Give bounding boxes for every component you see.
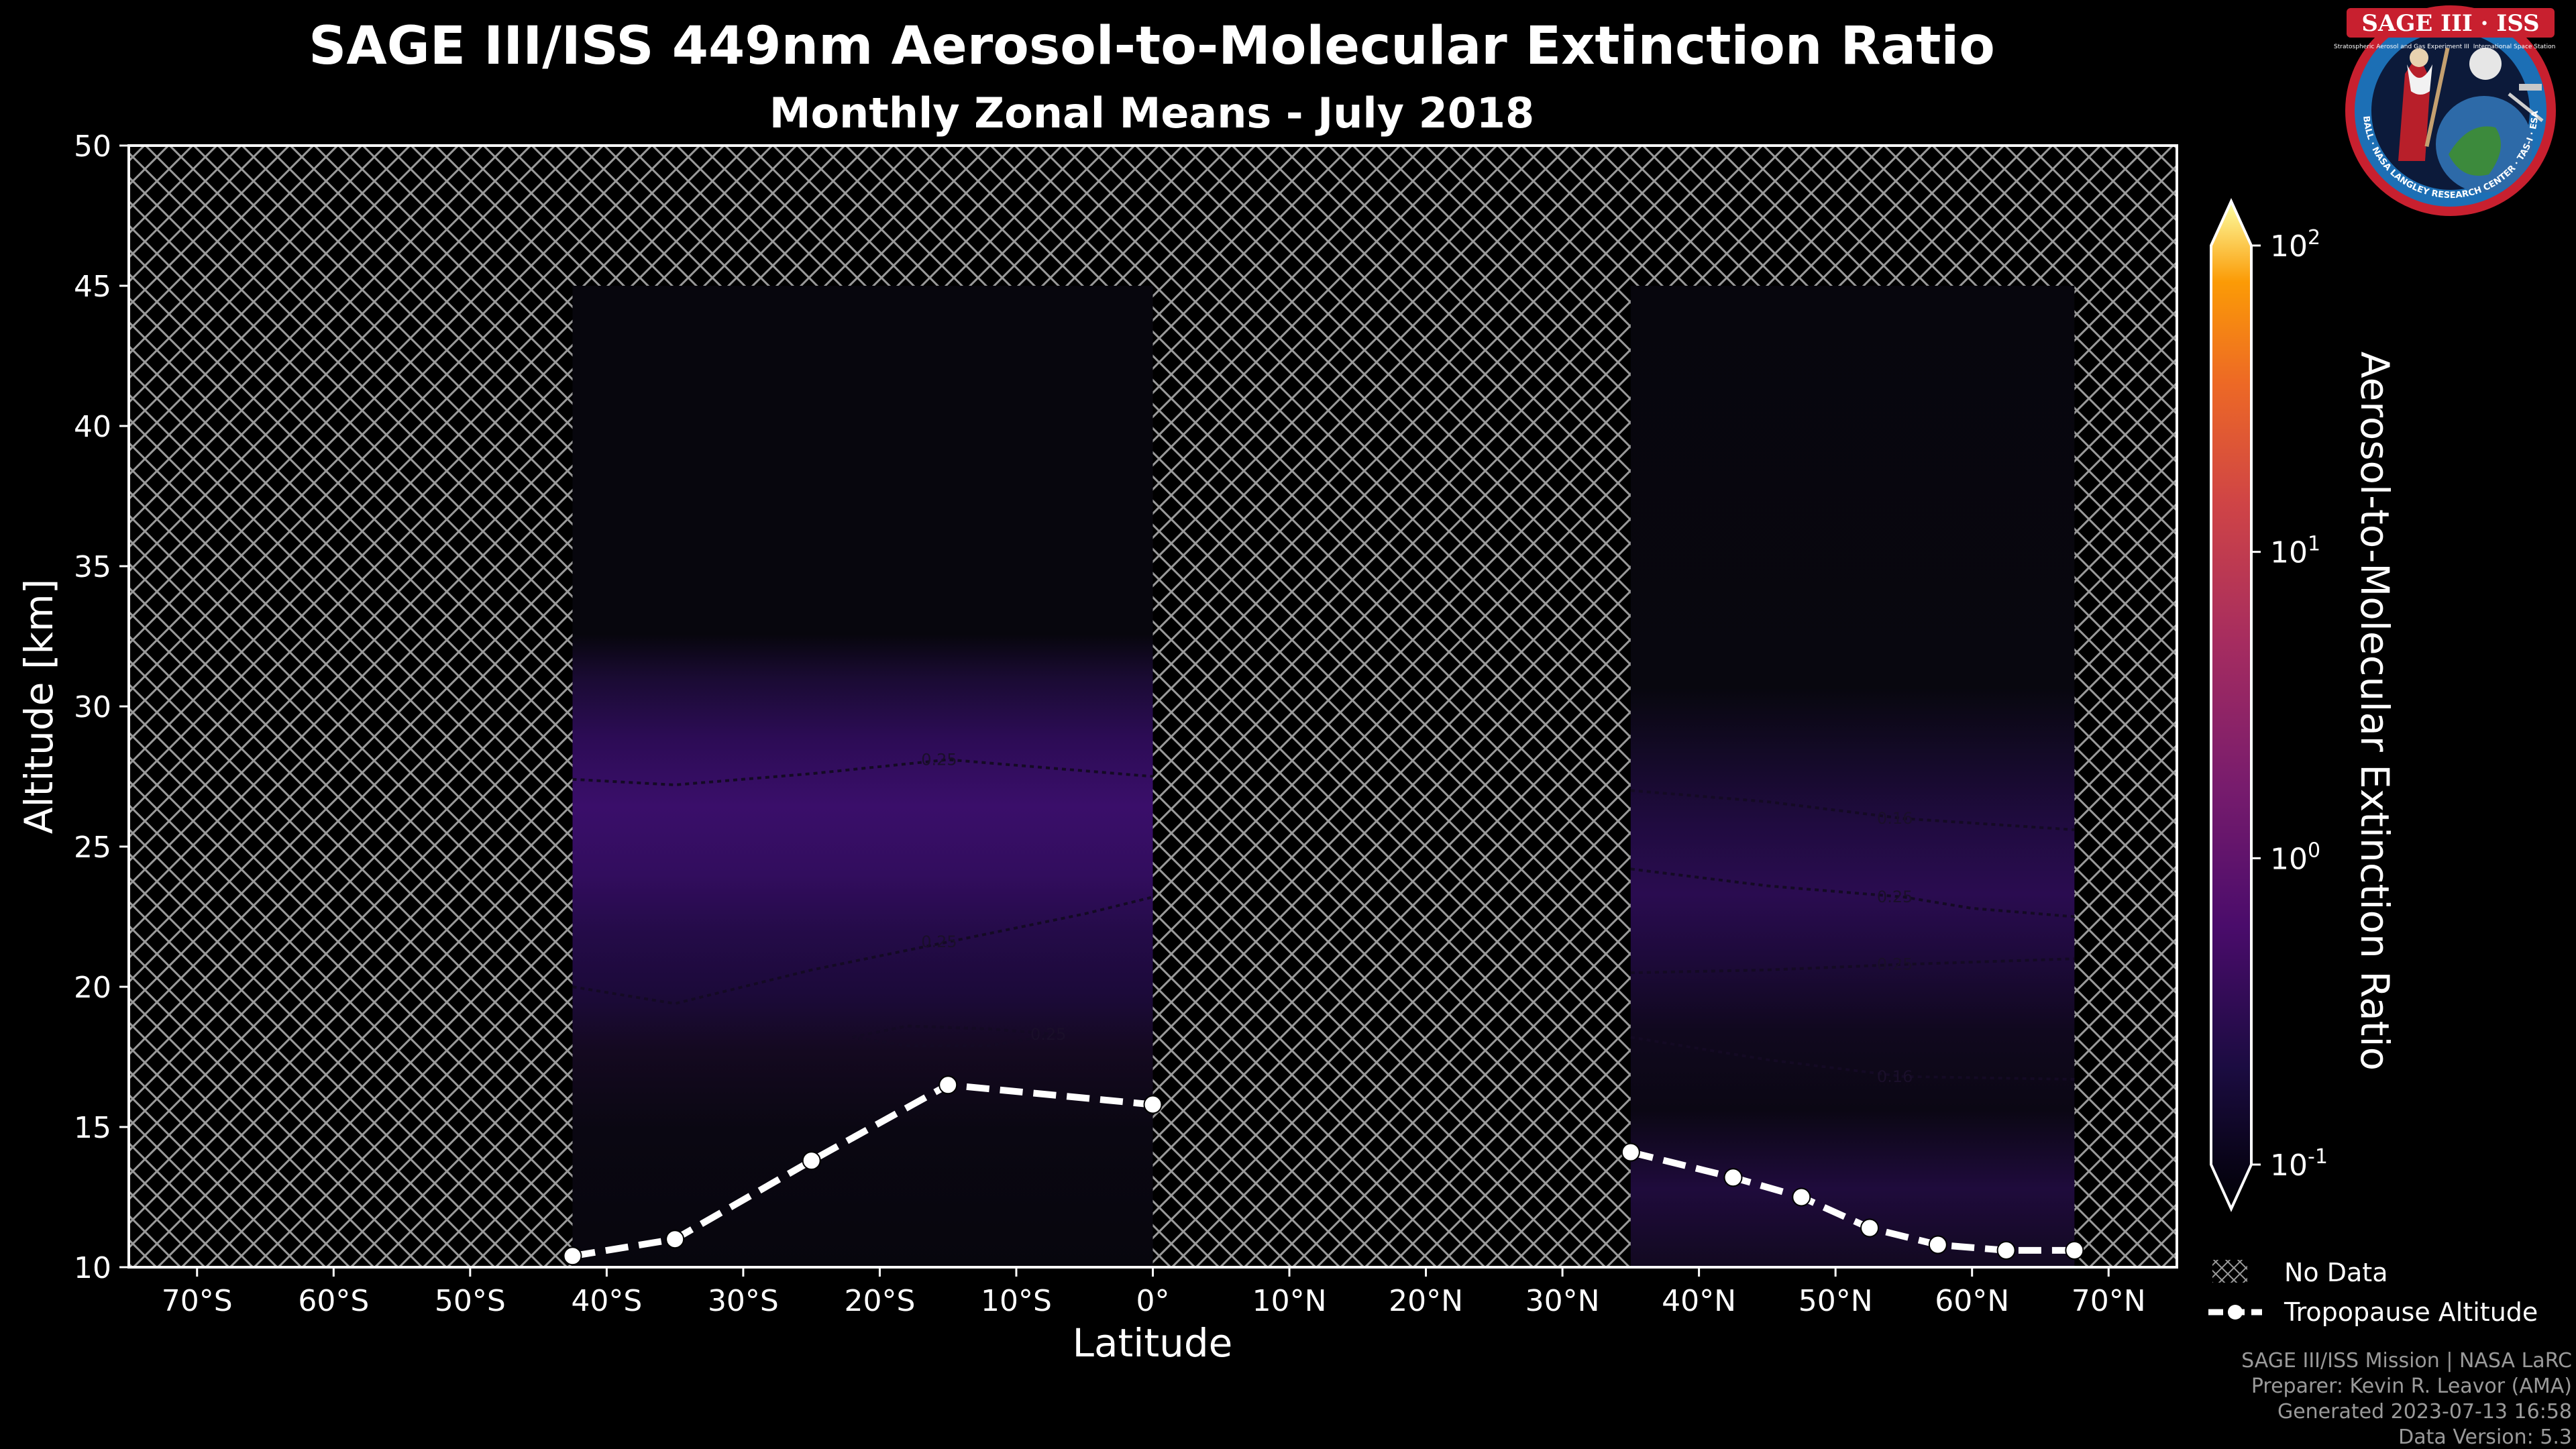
x-tick-label: 20°N [1389,1284,1463,1318]
legend-no-data-label: No Data [2284,1258,2388,1287]
x-tick-label: 10°S [981,1284,1052,1318]
contour-label: 0.25 [1030,1025,1066,1044]
colorbar-tick-label: 10-1 [2270,1145,2328,1183]
contour-label: 0.16 [1877,1067,1913,1086]
y-tick-label: 50 [74,129,111,164]
data-regions [572,286,2075,1267]
credit-version: Data Version: 5.3 [2398,1426,2572,1449]
sage-iii-iss-logo: BALL · NASA LANGLEY RESEARCH CENTER · TA… [2334,5,2556,216]
x-tick-label: 70°S [162,1284,233,1318]
x-tick-label: 60°S [298,1284,369,1318]
tropopause-point [938,1075,958,1095]
colorbar-tick-label: 101 [2270,533,2320,570]
y-axis-label: Altitude [km] [16,579,62,834]
colorbar-tick-label: 102 [2270,226,2320,264]
y-axis: 10 15 20 25 30 35 40 45 50 [74,129,129,1285]
colorbar-ticks: 10-1 100 101 102 [2251,226,2328,1183]
x-tick-label: 50°N [1799,1284,1873,1318]
data-region-north [1630,286,2075,1267]
credit-mission: SAGE III/ISS Mission | NASA LaRC [2241,1349,2572,1373]
chart-subtitle: Monthly Zonal Means - July 2018 [769,89,1534,138]
logo-small-text-2: International Space Station [2473,44,2556,50]
y-tick-label: 35 [74,550,111,584]
tropopause-point [1792,1187,1811,1207]
y-tick-label: 15 [74,1111,111,1145]
tropopause-point [1621,1142,1640,1162]
plot-area: 0.25 0.25 0.25 0.16 0.25 0.25 0.16 [129,146,2177,1267]
x-tick-label: 0° [1136,1284,1170,1318]
colorbar: 10-1 100 101 102 Aerosol-to-Molecular Extin… [2210,198,2398,1212]
contour-label: 0.25 [1877,955,1913,974]
contour-label: 0.25 [1877,888,1913,906]
credit-preparer: Preparer: Kevin R. Leavor (AMA) [2251,1375,2572,1398]
x-tick-label: 30°S [708,1284,779,1318]
tropopause-series [563,1075,2084,1266]
y-tick-label: 10 [74,1251,111,1285]
contour-line [852,1024,1058,1047]
x-tick-label: 60°N [1935,1284,2009,1318]
x-tick-label: 50°S [435,1284,506,1318]
chart-title: SAGE III/ISS 449nm Aerosol-to-Molecular … [309,16,1995,76]
contour-label: 0.16 [1877,809,1913,828]
x-axis: 70°S 60°S 50°S 40°S 30°S 20°S 10°S 0° 10°N 20°N 30… [162,1267,2146,1318]
x-tick-label: 30°N [1525,1284,1600,1318]
contour-label: 0.25 [921,750,957,769]
x-tick-label: 10°N [1252,1284,1327,1318]
x-tick-label: 40°N [1662,1284,1736,1318]
contour-line [572,896,1153,1006]
y-tick-label: 30 [74,690,111,724]
x-tick-label: 20°S [844,1284,915,1318]
x-tick-label: 40°S [571,1284,642,1318]
tropopause-point [1143,1095,1163,1114]
legend-no-data-swatch [2212,1260,2247,1283]
legend: No Data Tropopause Altitude [2208,1258,2538,1327]
credit-generated: Generated 2023-07-13 16:58 [2277,1400,2572,1424]
colorbar-gradient [2210,198,2253,1212]
contour-line [1630,957,2075,975]
tropopause-point [665,1230,685,1249]
contour-label: 0.25 [921,932,957,951]
logo-small-text-1: Stratospheric Aerosol and Gas Experiment… [2334,44,2469,50]
x-tick-label: 70°N [2072,1284,2146,1318]
tropopause-point [1723,1168,1743,1187]
logo-title-text: SAGE III · ISS [2361,10,2539,37]
legend-tropopause-marker [2228,1305,2243,1320]
y-tick-label: 45 [74,270,111,304]
tropopause-point [1996,1240,2016,1260]
colorbar-label: Aerosol-to-Molecular Extinction Ratio [2352,352,2398,1071]
y-tick-label: 20 [74,971,111,1005]
credits: SAGE III/ISS Mission | NASA LaRC Prepare… [2241,1349,2572,1449]
legend-tropopause-label: Tropopause Altitude [2284,1297,2538,1327]
y-tick-label: 25 [74,830,111,865]
contour-lines: 0.25 0.25 0.25 0.16 0.25 0.25 0.16 [572,750,2075,1086]
y-tick-label: 40 [74,410,111,444]
contour-line [572,758,1153,787]
tropopause-point [802,1151,821,1171]
data-region-south [572,286,1153,1267]
tropopause-point [1860,1218,1880,1238]
contour-line [1630,867,2075,918]
x-axis-label: Latitude [1073,1320,1233,1366]
tropopause-line [572,1081,1153,1260]
tropopause-point [1928,1235,1947,1254]
tropopause-point [2065,1240,2084,1260]
colorbar-tick-label: 100 [2270,839,2320,876]
tropopause-point [563,1246,582,1266]
